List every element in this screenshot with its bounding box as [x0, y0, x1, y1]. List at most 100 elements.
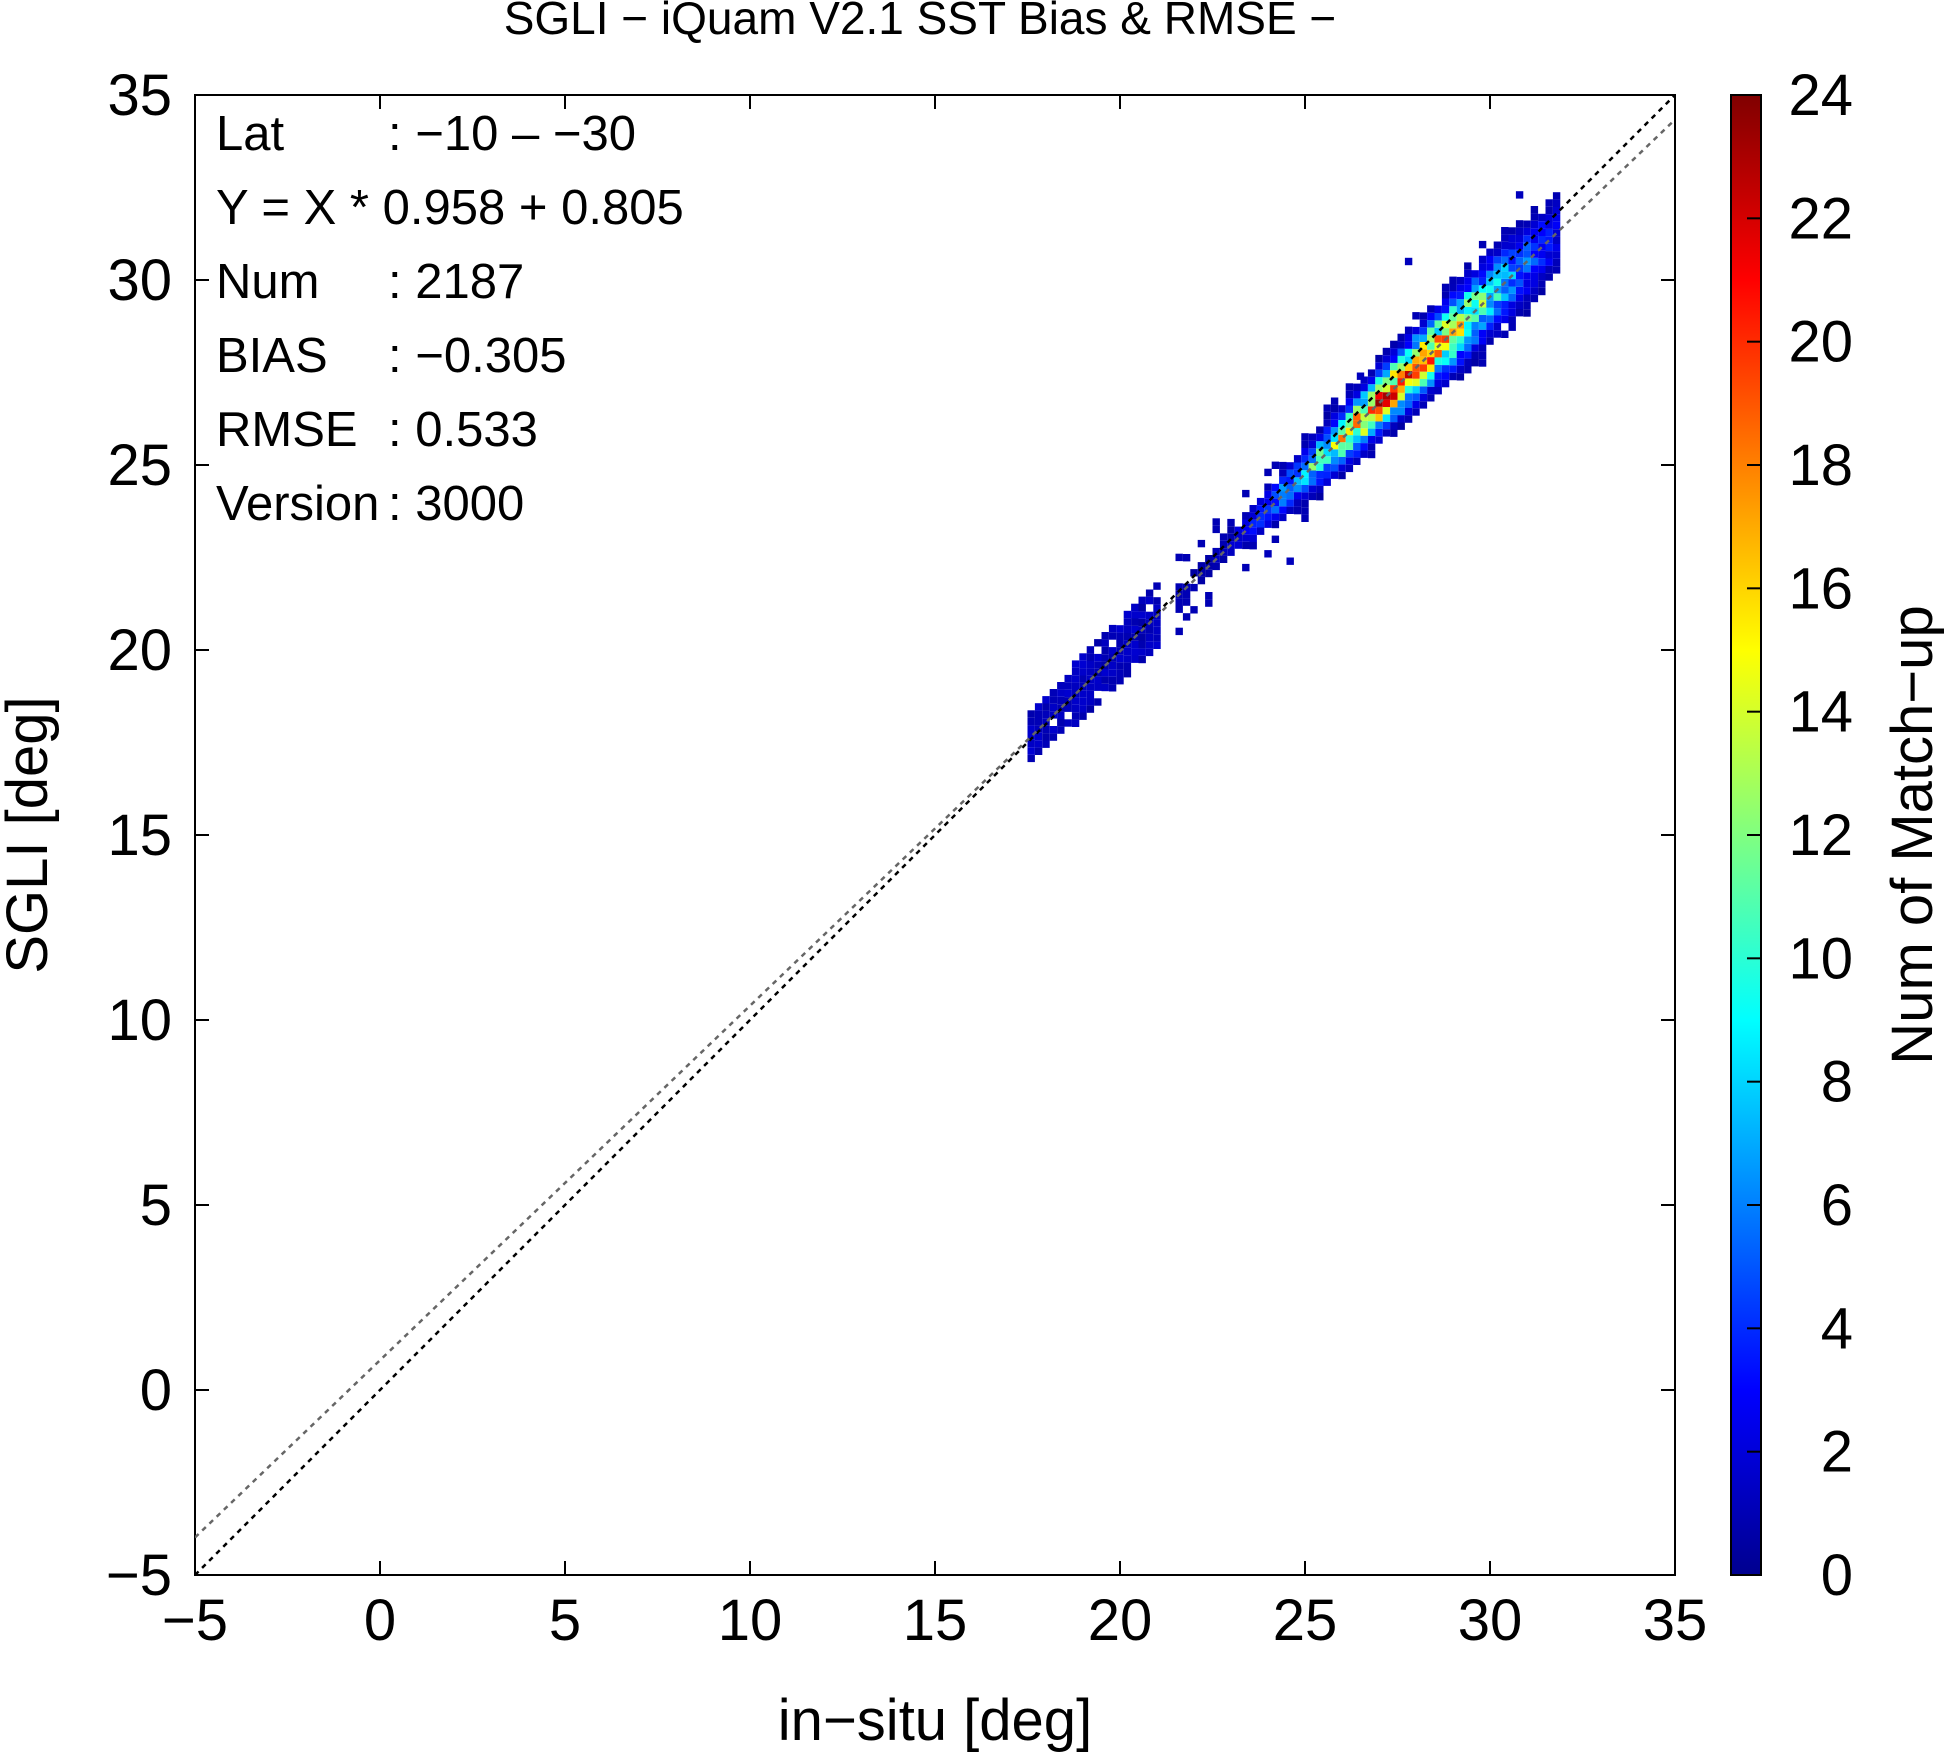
heatmap-cell [1079, 690, 1087, 698]
heatmap-cell [1227, 548, 1235, 556]
heatmap-cell [1390, 399, 1398, 408]
heatmap-cell [1271, 513, 1280, 521]
heatmap-cell [1249, 519, 1257, 528]
heatmap-cell [1316, 485, 1324, 493]
heatmap-cell [1301, 462, 1309, 471]
heatmap-cell [1545, 228, 1553, 237]
heatmap-cell [1279, 513, 1287, 522]
stat-label: Version [216, 477, 379, 531]
heatmap-cell [1464, 321, 1472, 329]
heatmap-cell [1538, 265, 1546, 273]
heatmap-cell [1264, 498, 1272, 506]
heatmap-cell [1249, 534, 1257, 542]
stat-value: : 0.533 [388, 403, 538, 457]
heatmap-cell [1375, 391, 1383, 400]
heatmap-cell [1545, 243, 1553, 252]
heatmap-cell [1538, 228, 1546, 236]
heatmap-cell [1330, 449, 1339, 457]
heatmap-cell [1464, 262, 1472, 270]
heatmap-cell [1538, 280, 1546, 288]
colorbar-tick-label: 14 [1788, 680, 1853, 745]
heatmap-cell [1286, 491, 1294, 500]
x-tick-label: 20 [1088, 1588, 1153, 1653]
heatmap-cell [1360, 398, 1368, 407]
heatmap-cell [1515, 191, 1524, 199]
heatmap-cell [1116, 625, 1124, 633]
heatmap-cell [1530, 287, 1539, 295]
heatmap-cell [1508, 279, 1516, 287]
heatmap-cell [1441, 365, 1450, 373]
heatmap-cell [1316, 456, 1324, 464]
heatmap-cell [1464, 351, 1472, 359]
heatmap-cell [1538, 258, 1546, 266]
heatmap-cell [1042, 725, 1050, 734]
heatmap-cell [1434, 327, 1442, 336]
stat-value: : −10 – −30 [388, 107, 636, 161]
heatmap-cell [1205, 555, 1213, 563]
heatmap-cell [1086, 698, 1095, 706]
colorbar-tick-label: 2 [1821, 1420, 1853, 1485]
heatmap-cell [1293, 484, 1302, 493]
heatmap-cell [1219, 540, 1228, 549]
heatmap-cell [1234, 541, 1243, 549]
heatmap-cell [1316, 478, 1324, 486]
heatmap-cell [1434, 379, 1442, 387]
heatmap-cell [1538, 243, 1546, 251]
heatmap-cell [1345, 405, 1354, 413]
heatmap-cell [1286, 477, 1294, 485]
y-tick-label: 0 [140, 1358, 172, 1423]
heatmap-cell [1123, 670, 1132, 678]
heatmap-cell [1382, 362, 1391, 370]
heatmap-cell [1419, 334, 1428, 342]
heatmap-cell [1478, 337, 1487, 345]
heatmap-cell [1323, 441, 1331, 449]
heatmap-cell [1412, 408, 1420, 416]
heatmap-cell [1264, 490, 1272, 499]
heatmap-cell [1345, 398, 1354, 406]
heatmap-cell [1523, 235, 1531, 243]
heatmap-cell [1138, 604, 1146, 612]
heatmap-cell [1478, 240, 1487, 249]
heatmap-cell [1397, 400, 1405, 408]
heatmap-cell [1279, 476, 1287, 485]
y-tick-label: 20 [107, 618, 172, 683]
heatmap-cell [1412, 349, 1420, 357]
heatmap-cell [1493, 271, 1502, 279]
heatmap-cell [1441, 372, 1450, 380]
heatmap-cell [1316, 493, 1324, 501]
heatmap-cell [1071, 704, 1080, 713]
heatmap-cell [1501, 264, 1509, 272]
heatmap-cell [1323, 411, 1331, 420]
heatmap-cell [1249, 512, 1257, 520]
heatmap-cell [1390, 348, 1398, 356]
stat-value: : −0.305 [388, 329, 566, 383]
heatmap-cell [1131, 618, 1139, 626]
heatmap-cell [1086, 690, 1095, 698]
heatmap-cell [1530, 243, 1539, 251]
heatmap-cell [1471, 299, 1479, 308]
heatmap-cell [1508, 227, 1516, 235]
heatmap-cell [1360, 450, 1368, 458]
heatmap-cell [1293, 462, 1302, 470]
heatmap-cell [1256, 520, 1265, 528]
x-tick-label: 25 [1273, 1588, 1338, 1653]
heatmap-cell [1145, 641, 1154, 649]
heatmap-cell [1034, 732, 1043, 741]
heatmap-cell [1027, 754, 1035, 763]
heatmap-cell [1441, 379, 1450, 388]
heatmap-cell [1279, 491, 1287, 499]
colorbar-tick-label: 24 [1788, 63, 1853, 128]
heatmap-cell [1471, 285, 1479, 293]
heatmap-cell [1441, 320, 1450, 329]
heatmap-cell [1390, 370, 1398, 378]
heatmap-cell [1478, 322, 1487, 330]
heatmap-cell [1501, 301, 1509, 309]
heatmap-cell [1094, 698, 1102, 706]
heatmap-cell [1264, 468, 1272, 477]
heatmap-cell [1441, 328, 1450, 336]
heatmap-cell [1042, 740, 1050, 748]
heatmap-cell [1316, 463, 1324, 471]
heatmap-cell [1382, 414, 1391, 422]
heatmap-cell [1538, 250, 1546, 259]
